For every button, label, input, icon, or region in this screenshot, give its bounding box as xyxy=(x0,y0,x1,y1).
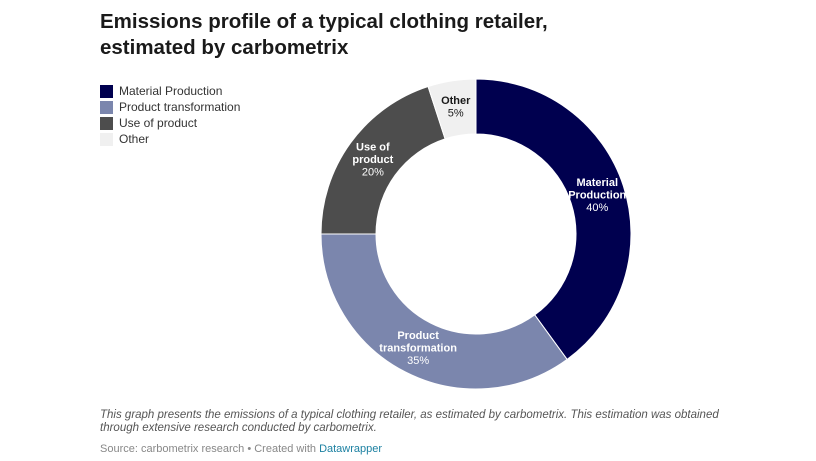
slice-label-value: 20% xyxy=(362,167,384,179)
legend-label: Product transformation xyxy=(119,100,241,114)
donut-chart: Material Production 40% Product transformati… xyxy=(320,78,632,390)
legend-label: Other xyxy=(119,132,150,146)
slice-label-value: 35% xyxy=(407,355,429,367)
slice-label-name: Product xyxy=(397,330,439,342)
slice-label-name: Use of xyxy=(356,142,390,154)
legend-item: Material Production xyxy=(100,83,240,99)
legend-swatch xyxy=(100,116,113,130)
slice-label-name: Other xyxy=(441,95,471,107)
legend-label: Material Production xyxy=(119,84,223,98)
slice-label: Other 5% xyxy=(441,95,471,120)
legend-item: Product transformation xyxy=(100,99,240,115)
slice-label: Use of product 20% xyxy=(352,142,393,179)
legend-swatch xyxy=(100,100,113,114)
slice-label-value: 5% xyxy=(448,107,464,119)
legend-swatch xyxy=(100,132,113,146)
chart-legend: Material Production Product transformatio… xyxy=(100,83,240,147)
slice-label: Material Production 40% xyxy=(568,177,626,214)
slice-label-value: 40% xyxy=(586,202,608,214)
donut-slice xyxy=(427,78,477,140)
chart-notes: This graph presents the emissions of a t… xyxy=(100,409,719,434)
slice-label-name: transformation xyxy=(379,343,457,355)
legend-item: Use of product xyxy=(100,115,240,131)
chart-title-line-1: Emissions profile of a typical clothing … xyxy=(100,10,548,33)
legend-swatch xyxy=(100,84,113,98)
slice-label-name: Production xyxy=(568,190,626,202)
donut-slice xyxy=(475,78,632,361)
legend-item: Other xyxy=(100,131,240,147)
slice-label: Product transformation 35% xyxy=(379,330,457,367)
legend-label: Use of product xyxy=(119,116,198,130)
donut-slice xyxy=(320,233,568,390)
slice-label-name: product xyxy=(352,154,393,166)
chart-title-line-2: estimated by carbometrix xyxy=(100,36,349,59)
source-text: Source: carbometrix research • Created w… xyxy=(100,443,320,455)
datawrapper-link[interactable]: Datawrapper xyxy=(319,443,383,455)
source-line: Source: carbometrix research • Created w… xyxy=(100,443,382,455)
chart-title: Emissions profile of a typical clothing … xyxy=(100,9,700,61)
slice-label-name: Material xyxy=(576,177,618,189)
